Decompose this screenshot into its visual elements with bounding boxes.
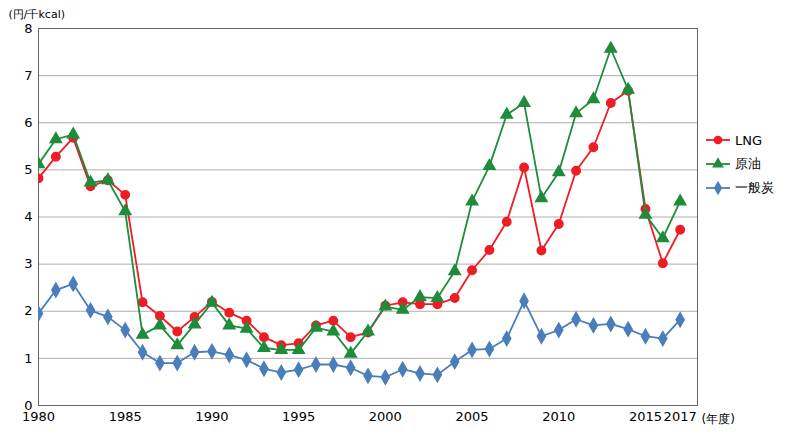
svg-text:2017: 2017 <box>664 409 697 424</box>
svg-text:0: 0 <box>24 397 33 413</box>
svg-text:2000: 2000 <box>369 409 402 424</box>
svg-text:2010: 2010 <box>542 409 575 424</box>
svg-text:7: 7 <box>24 68 32 83</box>
svg-text:5: 5 <box>24 162 32 177</box>
html-text:原油: 原油 <box>735 156 761 171</box>
svg-text:(円/千kcal): (円/千kcal) <box>9 8 66 21</box>
html-text:LNG: LNG <box>735 132 762 148</box>
svg-text:1995: 1995 <box>282 409 315 424</box>
html-text:一般炭: 一般炭 <box>735 180 774 195</box>
svg-text:6: 6 <box>24 115 32 130</box>
svg-text:4: 4 <box>24 209 32 224</box>
svg-text:3: 3 <box>24 256 32 271</box>
svg-text:1985: 1985 <box>109 409 142 424</box>
svg-text:1: 1 <box>24 351 32 366</box>
svg-text:1990: 1990 <box>195 409 228 424</box>
svg-text:1980: 1980 <box>22 409 55 424</box>
svg-text:2005: 2005 <box>456 409 489 424</box>
svg-text:2015: 2015 <box>629 409 662 424</box>
svg-text:2: 2 <box>24 303 32 318</box>
svg-text:(年度): (年度) <box>702 412 735 426</box>
svg-text:8: 8 <box>24 21 32 36</box>
